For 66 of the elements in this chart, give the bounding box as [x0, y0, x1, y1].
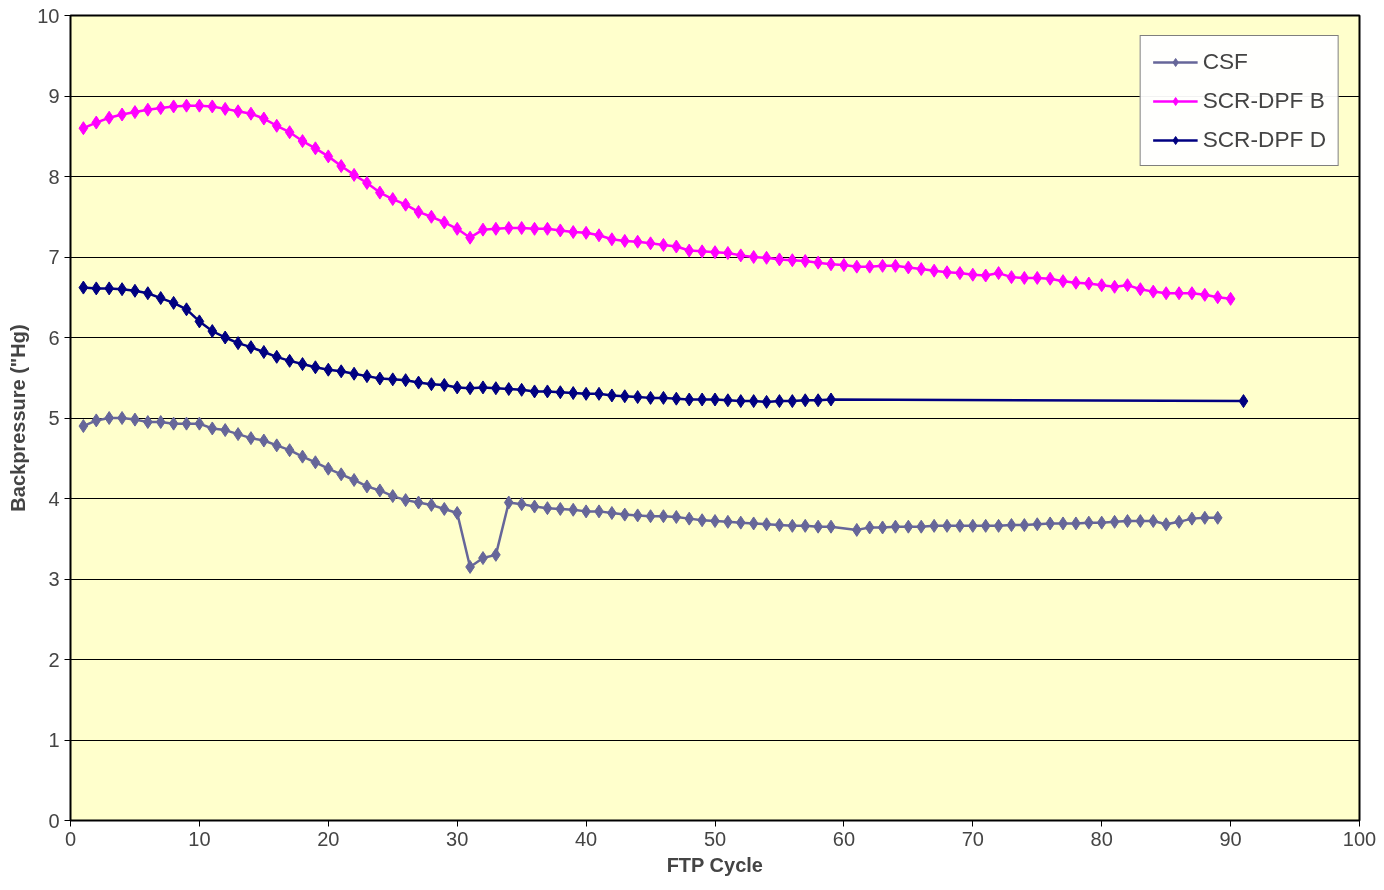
point [207, 324, 218, 339]
y-tick-label: 4 [48, 487, 60, 510]
point [168, 295, 179, 310]
point [1238, 394, 1249, 409]
legend-label: CSF [1202, 48, 1248, 75]
point [181, 302, 192, 317]
legend-label: SCR-DPF B [1202, 87, 1325, 114]
x-tick-label: 60 [832, 827, 856, 850]
point [284, 353, 295, 368]
y-tick-label: 2 [48, 648, 60, 671]
point [91, 281, 102, 296]
x-tick-label: 40 [574, 827, 598, 850]
point [529, 384, 540, 399]
point [220, 330, 231, 345]
point [568, 386, 579, 401]
point [78, 280, 89, 295]
y-tick-label: 3 [48, 568, 60, 590]
point [155, 291, 166, 306]
y-tick-label: 1 [48, 729, 60, 751]
y-tick-label: 7 [48, 246, 60, 268]
point [542, 384, 553, 399]
point [516, 382, 527, 397]
x-tick-label: 10 [188, 827, 211, 850]
point [735, 394, 746, 409]
y-axis-title: Backpressure ("Hg) [7, 324, 30, 512]
x-tick-label: 20 [317, 827, 340, 850]
point [684, 392, 695, 407]
point [452, 380, 463, 395]
point [323, 362, 334, 377]
point [645, 390, 656, 405]
point [503, 382, 514, 397]
point [297, 357, 308, 372]
point [774, 394, 785, 409]
y-tick-label: 8 [48, 165, 60, 188]
point [400, 373, 411, 388]
x-axis-title: FTP Cycle [666, 853, 763, 876]
point [413, 375, 424, 390]
point [555, 385, 566, 400]
x-tick-label: 70 [961, 827, 984, 850]
y-tick-label: 10 [37, 4, 60, 27]
point [194, 314, 205, 329]
point [271, 349, 282, 364]
point [310, 360, 321, 375]
point [439, 377, 450, 392]
y-tick-label: 9 [48, 85, 60, 107]
point [748, 394, 759, 409]
x-tick-label: 50 [703, 827, 727, 850]
point [619, 389, 630, 404]
x-tick-label: 80 [1090, 827, 1113, 850]
point [658, 390, 669, 405]
x-tick-label: 0 [64, 827, 77, 850]
point [426, 377, 437, 392]
point [761, 394, 772, 409]
point [800, 393, 811, 408]
point [387, 372, 398, 387]
point [671, 391, 682, 406]
x-tick-label: 100 [1342, 827, 1377, 850]
y-tick-label: 6 [48, 326, 60, 349]
point [787, 394, 798, 409]
point [336, 364, 347, 379]
y-tick-label: 0 [48, 809, 60, 832]
x-tick-label: 90 [1219, 827, 1242, 850]
x-tick-label: 30 [446, 827, 469, 850]
point [632, 390, 643, 405]
y-tick-label: 5 [48, 407, 60, 429]
legend-label: SCR-DPF D [1202, 126, 1326, 153]
